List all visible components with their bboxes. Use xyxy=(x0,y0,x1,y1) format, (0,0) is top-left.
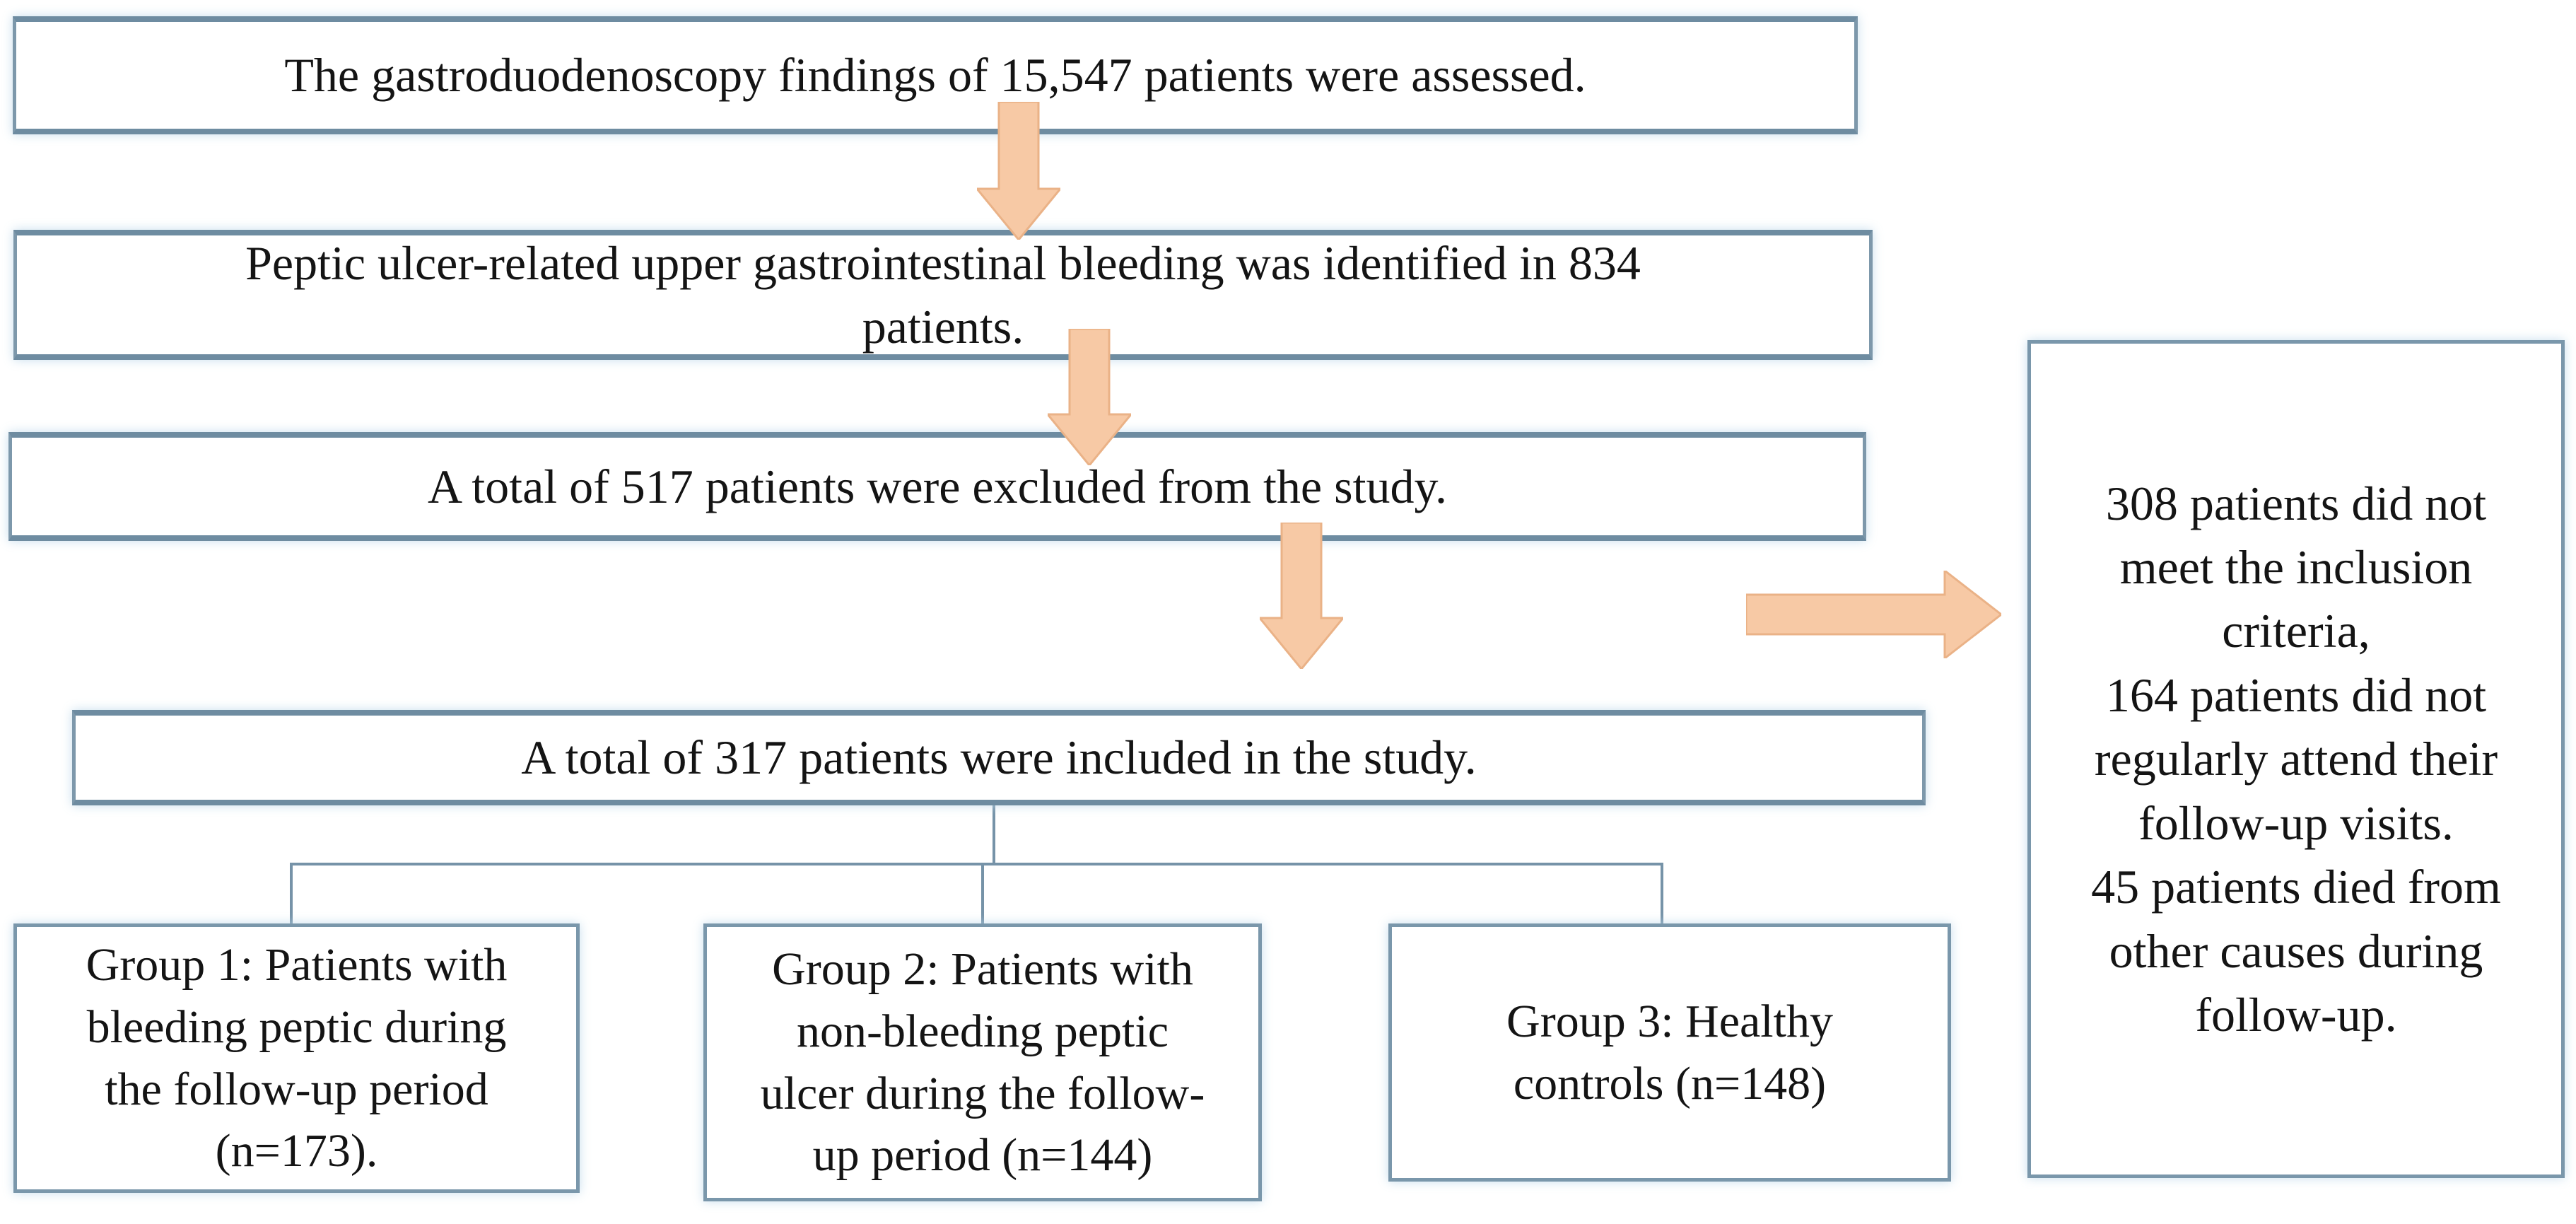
connector-stub-group1 xyxy=(290,863,293,925)
flow-box-group3-text: Group 3: Healthy controls (n=148) xyxy=(1506,995,1833,1109)
connector-stub-group3 xyxy=(1661,863,1663,925)
flow-box-group2-text: Group 2: Patients with non-bleeding pept… xyxy=(760,943,1205,1182)
flow-arrow-right-icon xyxy=(1746,571,2001,658)
flow-box-group1-text: Group 1: Patients with bleeding peptic d… xyxy=(86,938,508,1177)
flow-box-group3: Group 3: Healthy controls (n=148) xyxy=(1388,923,1951,1182)
flow-box-excluded-text: A total of 517 patients were excluded fr… xyxy=(427,459,1448,513)
connector-crossbar xyxy=(290,863,1663,865)
flow-box-identified: Peptic ulcer-related upper gastrointesti… xyxy=(13,230,1873,360)
flow-arrow-right-shape xyxy=(1746,571,2001,658)
flow-arrow-down-3-shape xyxy=(1260,523,1343,669)
flow-arrow-down-1-icon xyxy=(977,102,1060,240)
flow-box-group1: Group 1: Patients with bleeding peptic d… xyxy=(13,923,580,1193)
flow-arrow-down-1-shape xyxy=(977,102,1060,240)
flow-box-excluded: A total of 517 patients were excluded fr… xyxy=(8,432,1866,541)
flow-box-included: A total of 317 patients were included in… xyxy=(72,710,1926,805)
flow-box-exclusion-reasons-text: 308 patients did not meet the inclusion … xyxy=(2091,476,2501,1042)
flow-box-identified-text: Peptic ulcer-related upper gastrointesti… xyxy=(245,235,1641,354)
connector-stem xyxy=(993,805,995,865)
flow-arrow-down-3-icon xyxy=(1260,523,1343,669)
flow-box-group2: Group 2: Patients with non-bleeding pept… xyxy=(703,923,1262,1201)
flow-box-assessed: The gastroduodenoscopy findings of 15,54… xyxy=(13,16,1858,134)
flow-box-assessed-text: The gastroduodenoscopy findings of 15,54… xyxy=(284,48,1586,103)
connector-stub-group2 xyxy=(981,863,984,925)
flow-box-exclusion-reasons: 308 patients did not meet the inclusion … xyxy=(2027,340,2565,1178)
flow-arrow-down-2-shape xyxy=(1048,329,1131,465)
flow-arrow-down-2-icon xyxy=(1048,329,1131,465)
flow-box-included-text: A total of 317 patients were included in… xyxy=(521,730,1477,785)
